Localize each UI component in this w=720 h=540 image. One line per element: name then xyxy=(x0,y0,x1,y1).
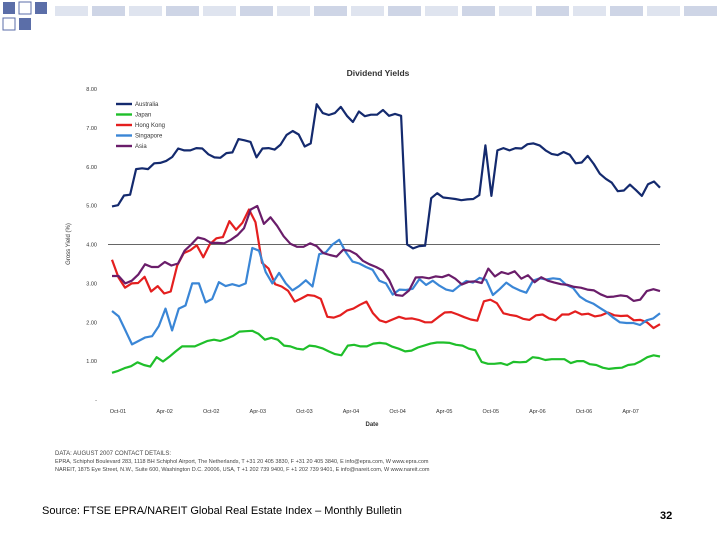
x-tick-label: Apr-03 xyxy=(250,409,267,415)
series-line-japan xyxy=(111,329,661,374)
contact-title: DATA: AUGUST 2007 CONTACT DETAILS: xyxy=(55,451,172,457)
title-decoration xyxy=(2,1,717,31)
decor-strip-block xyxy=(536,6,569,16)
legend-label: Hong Kong xyxy=(135,123,165,129)
x-tick-label: Apr-05 xyxy=(436,409,453,415)
x-tick-label: Apr-07 xyxy=(622,409,639,415)
y-tick-label: 3.00 xyxy=(86,281,97,287)
series-line-hong-kong xyxy=(110,208,661,330)
decor-square xyxy=(2,17,16,31)
legend-label: Asia xyxy=(135,144,147,150)
contact-epra: EPRA, Schiphol Boulevard 283, 1118 BH Sc… xyxy=(55,459,429,465)
dividend-yields-chart: Dividend Yields - 1.00 2.00 3.00 4.00 5.00 6.0… xyxy=(66,68,661,428)
x-tick-label: Oct-02 xyxy=(203,409,220,415)
decor-strip-block xyxy=(203,6,236,16)
y-tick-label: 7.00 xyxy=(86,126,97,132)
y-tick-label: 8.00 xyxy=(86,87,97,93)
decor-strip-block xyxy=(314,6,347,16)
decor-strip-block xyxy=(499,6,532,16)
decor-strip-block xyxy=(92,6,125,16)
x-tick-label: Oct-05 xyxy=(483,409,500,415)
x-tick-label: Apr-02 xyxy=(156,409,173,415)
y-tick-label: 1.00 xyxy=(86,359,97,365)
series-lines xyxy=(110,103,661,374)
series-line-australia xyxy=(111,103,661,250)
y-tick-label: - xyxy=(95,398,97,404)
x-tick-label: Apr-04 xyxy=(343,409,360,415)
decor-strip-block xyxy=(55,6,88,16)
legend-label: Australia xyxy=(135,102,159,108)
legend-label: Japan xyxy=(135,113,151,119)
x-axis-ticks: Oct-01 Apr-02 Oct-02 Apr-03 Oct-03 Apr-04 Oct-… xyxy=(110,409,639,415)
y-tick-label: 2.00 xyxy=(86,320,97,326)
x-tick-label: Oct-03 xyxy=(296,409,313,415)
decor-strip xyxy=(55,6,717,16)
x-tick-label: Oct-01 xyxy=(110,409,127,415)
chart-title: Dividend Yields xyxy=(347,68,410,78)
decor-square xyxy=(18,1,32,15)
y-axis-label: Gross Yield (%) xyxy=(66,223,72,265)
x-tick-label: Oct-04 xyxy=(389,409,406,415)
y-tick-label: 6.00 xyxy=(86,165,97,171)
page-number: 32 xyxy=(660,510,673,522)
decor-strip-block xyxy=(240,6,273,16)
y-axis-ticks: - 1.00 2.00 3.00 4.00 5.00 6.00 7.00 8.00 xyxy=(86,87,97,404)
series-line-asia xyxy=(112,204,661,302)
x-tick-label: Apr-06 xyxy=(529,409,546,415)
decor-strip-block xyxy=(351,6,384,16)
decor-square xyxy=(19,18,31,30)
decor-square xyxy=(35,2,47,14)
decor-strip-block xyxy=(166,6,199,16)
source-note: Source: FTSE EPRA/NAREIT Global Real Est… xyxy=(42,505,402,517)
decor-strip-block xyxy=(425,6,458,16)
decor-strip-block xyxy=(129,6,162,16)
legend-label: Singapore xyxy=(135,134,163,140)
decor-strip-block xyxy=(610,6,643,16)
decor-strip-block xyxy=(462,6,495,16)
y-tick-label: 4.00 xyxy=(86,243,97,249)
decor-strip-block xyxy=(277,6,310,16)
contact-nareit: NAREIT, 1875 Eye Street, N.W., Suite 600… xyxy=(55,467,430,473)
decor-square xyxy=(3,2,15,14)
decor-strip-block xyxy=(647,6,680,16)
x-tick-label: Oct-06 xyxy=(576,409,593,415)
series-line-singapore xyxy=(111,238,661,346)
y-tick-label: 5.00 xyxy=(86,204,97,210)
x-axis-label: Date xyxy=(365,422,379,428)
decor-strip-block xyxy=(388,6,421,16)
legend: Australia Japan Hong Kong Singapore Asia xyxy=(116,102,165,150)
decor-strip-block xyxy=(684,6,717,16)
decor-strip-block xyxy=(573,6,606,16)
